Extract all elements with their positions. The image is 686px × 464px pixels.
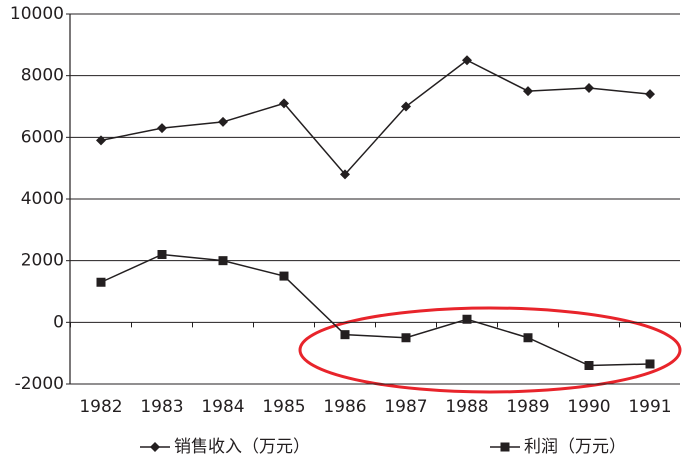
x-tick-label: 1982: [79, 397, 122, 417]
y-tick-label: -2000: [15, 374, 64, 394]
point: [523, 333, 533, 343]
point: [218, 116, 228, 127]
line: [100, 59, 651, 176]
point: [96, 277, 106, 287]
point: [645, 359, 655, 369]
point: [340, 330, 350, 340]
legend-label: 销售收入（万元）: [174, 437, 310, 457]
point: [279, 98, 289, 109]
x-tick-label: 1991: [628, 397, 671, 417]
point: [523, 86, 533, 97]
x-tick-label: 1983: [140, 397, 183, 417]
point: [401, 333, 411, 343]
point: [157, 123, 167, 134]
x-tick-label: 1987: [384, 397, 427, 417]
x-tick-label: 1989: [506, 397, 549, 417]
x-tick-label: 1986: [323, 397, 366, 417]
point: [157, 250, 167, 259]
point: [645, 89, 655, 100]
y-tick-label: 6000: [21, 127, 64, 147]
y-tick-label: 0: [53, 312, 64, 332]
y-tick-label: 2000: [21, 251, 64, 271]
y-tick-label: 10000: [10, 4, 64, 24]
point: [401, 101, 411, 112]
y-tick-label: 8000: [21, 66, 64, 86]
point: [218, 256, 228, 266]
x-tick-label: 1985: [262, 397, 305, 417]
point: [462, 314, 472, 324]
y-tick-label: 4000: [21, 189, 64, 209]
x-tick-label: 1990: [567, 397, 610, 417]
point: [584, 361, 594, 370]
point: [96, 135, 106, 146]
point: [462, 55, 472, 66]
legend-marker: [500, 442, 510, 452]
legend-marker: [150, 442, 160, 452]
point: [584, 83, 594, 93]
highlight-ellipse: [298, 306, 682, 394]
point: [279, 271, 289, 281]
legend-label: 利润（万元）: [524, 437, 626, 457]
line: [100, 253, 651, 367]
x-tick-label: 1984: [201, 397, 244, 417]
x-tick-label: 1988: [445, 397, 488, 417]
point: [340, 169, 350, 180]
